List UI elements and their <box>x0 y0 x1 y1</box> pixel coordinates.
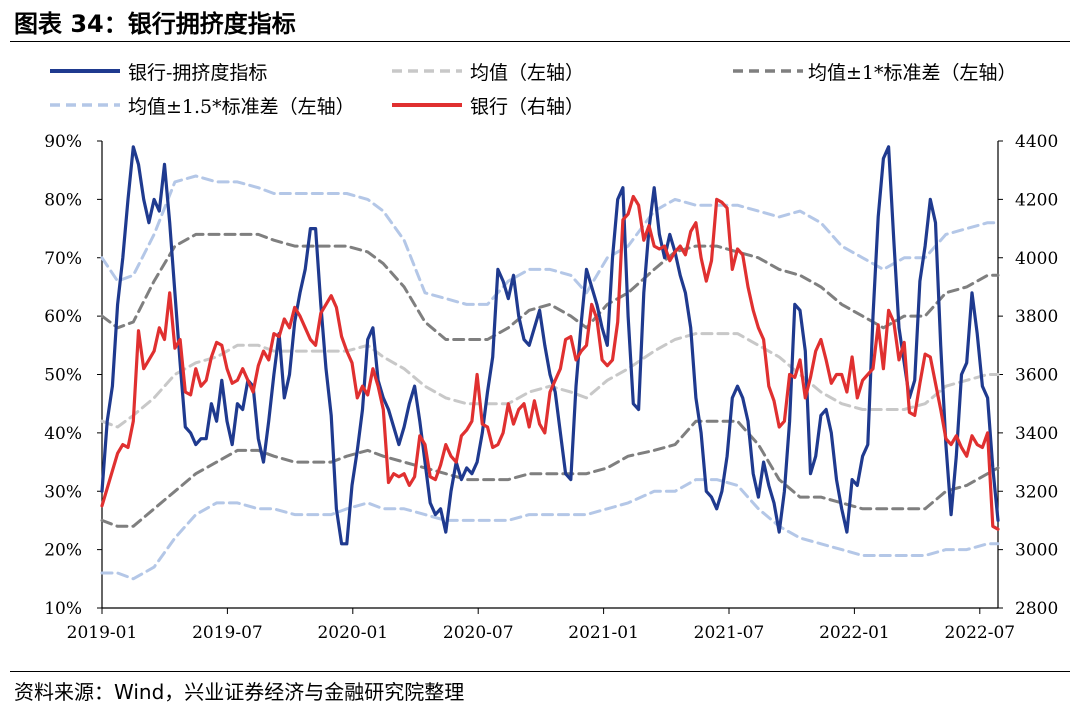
legend-label-band1: 均值±1*标准差（左轴） <box>808 62 1017 84</box>
series-layer <box>100 145 1000 581</box>
y-left-tick-label: 10% <box>44 599 82 619</box>
x-tick-label: 2021-01 <box>568 623 639 643</box>
series-band15-upper <box>100 174 1000 306</box>
legend-label-band15: 均值±1.5*标准差（左轴） <box>128 96 355 118</box>
y-right-tick-label: 4000 <box>1015 249 1058 269</box>
y-right-tick-label: 3400 <box>1015 424 1058 444</box>
series-price <box>100 194 1000 531</box>
y-left-tick-label: 20% <box>44 541 82 561</box>
y-left-tick-label: 60% <box>44 307 82 327</box>
series-band15-lower <box>100 478 1000 581</box>
x-tick-label: 2019-01 <box>67 623 138 643</box>
y-right-tick-label: 3600 <box>1015 366 1058 386</box>
x-tick-label: 2020-01 <box>317 623 388 643</box>
legend: 银行-拥挤度指标 均值（左轴） 均值±1*标准差（左轴） 均值±1.5*标准差（… <box>50 62 1017 118</box>
axis-labels: 10% 20% 30% 40% 50% 60% 70% 80% 90% 2800 3000 3200 3… <box>44 132 1058 643</box>
x-tick-label: 2020-07 <box>443 623 514 643</box>
legend-label-crowding: 银行-拥挤度指标 <box>128 62 267 84</box>
x-tick-label: 2022-07 <box>944 623 1015 643</box>
y-left-tick-label: 50% <box>44 366 82 386</box>
series-band1-upper <box>100 232 1000 341</box>
y-right-tick-label: 3000 <box>1015 541 1058 561</box>
legend-label-mean: 均值（左轴） <box>470 62 584 84</box>
source-divider <box>10 671 1070 672</box>
y-left-tick-label: 40% <box>44 424 82 444</box>
x-tick-label: 2022-01 <box>819 623 890 643</box>
y-left-tick-label: 70% <box>44 249 82 269</box>
series-mean <box>100 332 1000 429</box>
y-right-tick-label: 4400 <box>1015 132 1058 152</box>
chart-title: 图表 34：银行拥挤度指标 <box>14 10 296 38</box>
legend-label-price: 银行（右轴） <box>470 96 584 118</box>
y-left-tick-label: 80% <box>44 190 82 210</box>
title-divider <box>10 41 1070 42</box>
y-right-tick-label: 3200 <box>1015 482 1058 502</box>
series-band1-lower <box>100 419 1000 528</box>
y-right-tick-label: 2800 <box>1015 599 1058 619</box>
y-left-tick-label: 30% <box>44 482 82 502</box>
x-tick-label: 2021-07 <box>694 623 765 643</box>
y-right-tick-label: 4200 <box>1015 190 1058 210</box>
y-right-tick-label: 3800 <box>1015 307 1058 327</box>
source-note: 资料来源：Wind，兴业证券经济与金融研究院整理 <box>14 680 465 704</box>
x-tick-label: 2019-07 <box>192 623 263 643</box>
y-left-tick-label: 90% <box>44 132 82 152</box>
